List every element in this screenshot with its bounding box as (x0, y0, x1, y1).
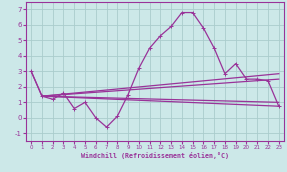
X-axis label: Windchill (Refroidissement éolien,°C): Windchill (Refroidissement éolien,°C) (81, 152, 229, 159)
